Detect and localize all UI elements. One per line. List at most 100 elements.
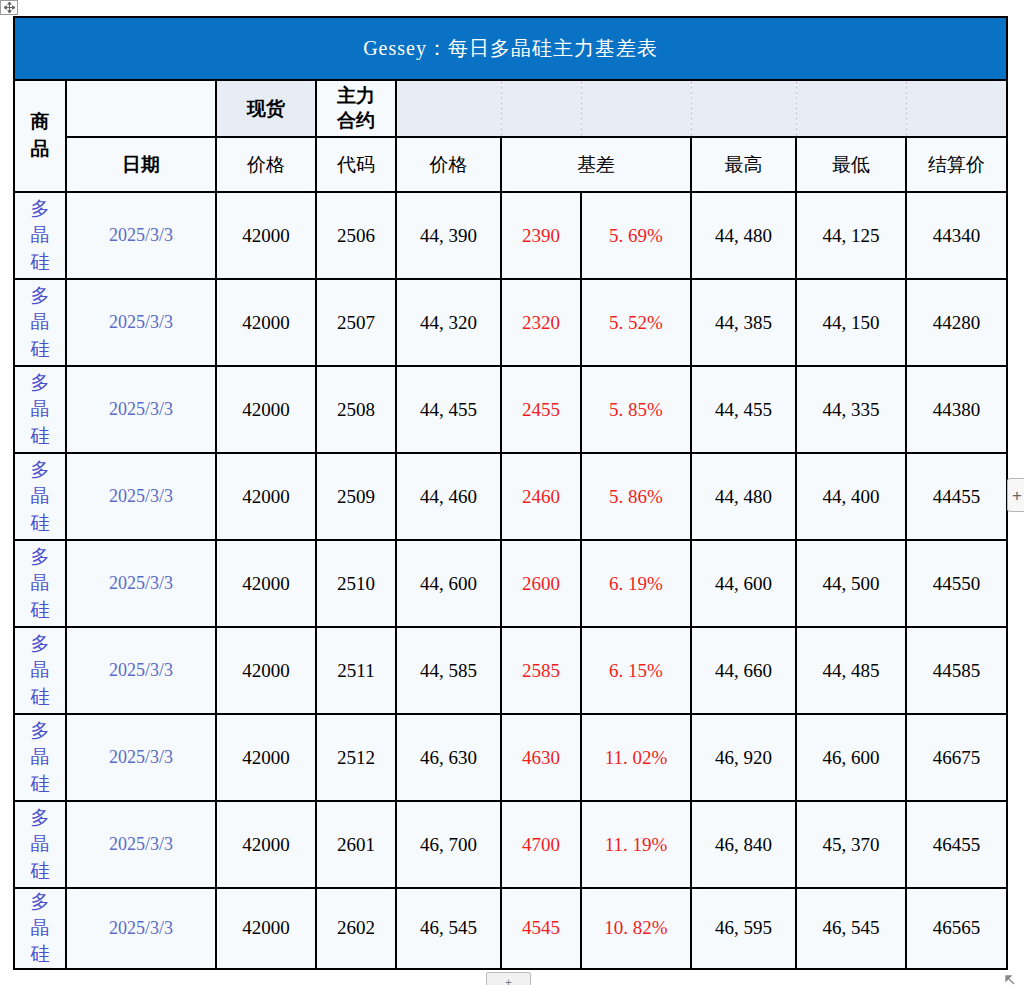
date-cell[interactable]: 2025/3/3 <box>66 279 216 366</box>
contract-code-cell[interactable]: 2509 <box>316 453 396 540</box>
contract-code-cell[interactable]: 2507 <box>316 279 396 366</box>
header-merged-cell[interactable] <box>796 80 906 137</box>
commodity-cell[interactable]: 多晶硅 <box>14 627 66 714</box>
basis-value-cell[interactable]: 2600 <box>501 540 581 627</box>
futures-price-cell[interactable]: 44, 320 <box>396 279 501 366</box>
low-cell[interactable]: 44, 125 <box>796 192 906 279</box>
basis-value-cell[interactable]: 2320 <box>501 279 581 366</box>
low-cell[interactable]: 44, 400 <box>796 453 906 540</box>
spot-price-cell[interactable]: 42000 <box>216 453 316 540</box>
spot-price-cell[interactable]: 42000 <box>216 540 316 627</box>
header-merged-cell[interactable] <box>906 80 1007 137</box>
contract-code-cell[interactable]: 2510 <box>316 540 396 627</box>
basis-percent-cell[interactable]: 5. 86% <box>581 453 691 540</box>
spot-price-cell[interactable]: 42000 <box>216 801 316 888</box>
futures-price-cell[interactable]: 44, 585 <box>396 627 501 714</box>
header-settle[interactable]: 结算价 <box>906 137 1007 192</box>
spot-price-cell[interactable]: 42000 <box>216 192 316 279</box>
header-date[interactable]: 日期 <box>66 137 216 192</box>
basis-value-cell[interactable]: 2455 <box>501 366 581 453</box>
header-spot[interactable]: 现货 <box>216 80 316 137</box>
settle-price-cell[interactable]: 44455 <box>906 453 1007 540</box>
settle-price-cell[interactable]: 44340 <box>906 192 1007 279</box>
spot-price-cell[interactable]: 42000 <box>216 714 316 801</box>
header-merged-cell[interactable] <box>691 80 796 137</box>
header-futures-price[interactable]: 价格 <box>396 137 501 192</box>
low-cell[interactable]: 46, 600 <box>796 714 906 801</box>
date-cell[interactable]: 2025/3/3 <box>66 540 216 627</box>
low-cell[interactable]: 44, 500 <box>796 540 906 627</box>
date-cell[interactable]: 2025/3/3 <box>66 192 216 279</box>
basis-percent-cell[interactable]: 6. 19% <box>581 540 691 627</box>
contract-code-cell[interactable]: 2508 <box>316 366 396 453</box>
header-empty-cell[interactable] <box>66 80 216 137</box>
basis-value-cell[interactable]: 2460 <box>501 453 581 540</box>
basis-percent-cell[interactable]: 6. 15% <box>581 627 691 714</box>
low-cell[interactable]: 45, 370 <box>796 801 906 888</box>
high-cell[interactable]: 44, 660 <box>691 627 796 714</box>
settle-price-cell[interactable]: 44550 <box>906 540 1007 627</box>
low-cell[interactable]: 44, 335 <box>796 366 906 453</box>
futures-price-cell[interactable]: 46, 545 <box>396 888 501 969</box>
settle-price-cell[interactable]: 44380 <box>906 366 1007 453</box>
basis-value-cell[interactable]: 2585 <box>501 627 581 714</box>
futures-price-cell[interactable]: 46, 700 <box>396 801 501 888</box>
header-commodity[interactable]: 商品 <box>14 80 66 192</box>
header-high[interactable]: 最高 <box>691 137 796 192</box>
table-title[interactable]: Gessey：每日多晶硅主力基差表 <box>14 17 1007 80</box>
spot-price-cell[interactable]: 42000 <box>216 279 316 366</box>
commodity-cell[interactable]: 多晶硅 <box>14 714 66 801</box>
commodity-cell[interactable]: 多晶硅 <box>14 453 66 540</box>
contract-code-cell[interactable]: 2601 <box>316 801 396 888</box>
settle-price-cell[interactable]: 46455 <box>906 801 1007 888</box>
futures-price-cell[interactable]: 44, 600 <box>396 540 501 627</box>
settle-price-cell[interactable]: 46565 <box>906 888 1007 969</box>
commodity-cell[interactable]: 多晶硅 <box>14 366 66 453</box>
spot-price-cell[interactable]: 42000 <box>216 627 316 714</box>
settle-price-cell[interactable]: 46675 <box>906 714 1007 801</box>
high-cell[interactable]: 46, 595 <box>691 888 796 969</box>
header-spot-price[interactable]: 价格 <box>216 137 316 192</box>
futures-price-cell[interactable]: 44, 455 <box>396 366 501 453</box>
basis-value-cell[interactable]: 2390 <box>501 192 581 279</box>
low-cell[interactable]: 44, 150 <box>796 279 906 366</box>
date-cell[interactable]: 2025/3/3 <box>66 888 216 969</box>
header-basis[interactable]: 基差 <box>501 137 691 192</box>
settle-price-cell[interactable]: 44280 <box>906 279 1007 366</box>
date-cell[interactable]: 2025/3/3 <box>66 714 216 801</box>
settle-price-cell[interactable]: 44585 <box>906 627 1007 714</box>
basis-value-cell[interactable]: 4545 <box>501 888 581 969</box>
low-cell[interactable]: 44, 485 <box>796 627 906 714</box>
header-merged-cell[interactable] <box>396 80 501 137</box>
date-cell[interactable]: 2025/3/3 <box>66 627 216 714</box>
header-merged-cell[interactable] <box>581 80 691 137</box>
high-cell[interactable]: 46, 920 <box>691 714 796 801</box>
high-cell[interactable]: 44, 480 <box>691 453 796 540</box>
basis-percent-cell[interactable]: 10. 82% <box>581 888 691 969</box>
high-cell[interactable]: 44, 600 <box>691 540 796 627</box>
table-resize-handle[interactable] <box>1004 974 1018 985</box>
date-cell[interactable]: 2025/3/3 <box>66 453 216 540</box>
commodity-cell[interactable]: 多晶硅 <box>14 192 66 279</box>
high-cell[interactable]: 44, 455 <box>691 366 796 453</box>
futures-price-cell[interactable]: 46, 630 <box>396 714 501 801</box>
add-column-button[interactable]: + <box>1007 478 1024 512</box>
basis-value-cell[interactable]: 4630 <box>501 714 581 801</box>
contract-code-cell[interactable]: 2602 <box>316 888 396 969</box>
header-main-contract[interactable]: 主力合约 <box>316 80 396 137</box>
commodity-cell[interactable]: 多晶硅 <box>14 801 66 888</box>
header-code[interactable]: 代码 <box>316 137 396 192</box>
contract-code-cell[interactable]: 2511 <box>316 627 396 714</box>
spot-price-cell[interactable]: 42000 <box>216 366 316 453</box>
contract-code-cell[interactable]: 2506 <box>316 192 396 279</box>
high-cell[interactable]: 44, 480 <box>691 192 796 279</box>
commodity-cell[interactable]: 多晶硅 <box>14 279 66 366</box>
table-move-handle[interactable] <box>0 0 18 15</box>
basis-percent-cell[interactable]: 11. 19% <box>581 801 691 888</box>
low-cell[interactable]: 46, 545 <box>796 888 906 969</box>
contract-code-cell[interactable]: 2512 <box>316 714 396 801</box>
high-cell[interactable]: 44, 385 <box>691 279 796 366</box>
basis-percent-cell[interactable]: 11. 02% <box>581 714 691 801</box>
high-cell[interactable]: 46, 840 <box>691 801 796 888</box>
header-merged-cell[interactable] <box>501 80 581 137</box>
